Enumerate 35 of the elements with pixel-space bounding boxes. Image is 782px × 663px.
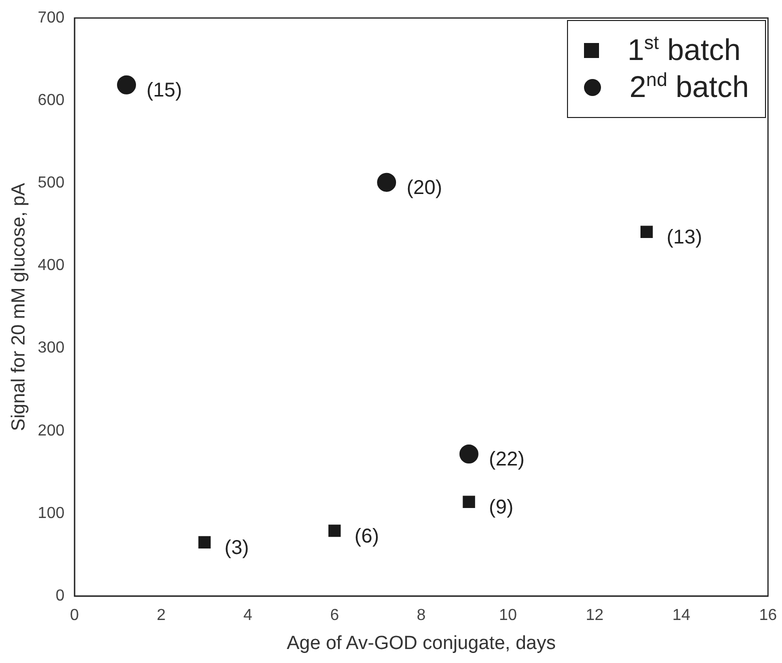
- y-tick-label: 600: [38, 92, 65, 109]
- point: [328, 524, 341, 537]
- x-tick-label: 0: [70, 607, 80, 624]
- annotation: (22): [488, 448, 525, 470]
- x-tick-label: 2: [156, 607, 166, 624]
- annotation: (3): [224, 536, 249, 559]
- y-tick-label: 0: [56, 587, 65, 604]
- point: [459, 444, 478, 464]
- x-tick-label: 12: [586, 607, 604, 624]
- annotation: (6): [354, 525, 380, 548]
- x-tick-label: 8: [416, 607, 426, 624]
- x-tick-label: 14: [672, 607, 690, 624]
- y-tick-label: 100: [38, 504, 65, 522]
- x-tick-label: 10: [499, 607, 517, 624]
- x-tick-label: 16: [759, 607, 777, 624]
- annotation: (9): [488, 496, 514, 518]
- y-tick-label: 200: [38, 422, 65, 440]
- y-tick-label: 500: [38, 174, 65, 192]
- y-tick-label: 300: [38, 340, 65, 357]
- legend-label: 1$^{st}$ batch: [627, 33, 741, 68]
- x-tick-label: 4: [243, 607, 252, 624]
- point: [377, 172, 396, 192]
- annotation: (13): [666, 226, 702, 248]
- annotation: (15): [146, 79, 182, 102]
- point: [640, 226, 653, 238]
- x-tick-label: 6: [330, 607, 340, 624]
- y-axis-title: Signal for 20 mM glucose, pA: [8, 182, 30, 432]
- point: [198, 536, 211, 548]
- point: [462, 496, 476, 508]
- y-tick-label: 400: [38, 257, 65, 274]
- y-tick-label: 700: [38, 9, 65, 26]
- point: [117, 75, 136, 94]
- legend-label: 2$^{nd}$ batch: [629, 70, 749, 105]
- x-axis-title: Age of Av-GOD conjugate, days: [286, 632, 556, 654]
- annotation: (20): [406, 176, 442, 199]
